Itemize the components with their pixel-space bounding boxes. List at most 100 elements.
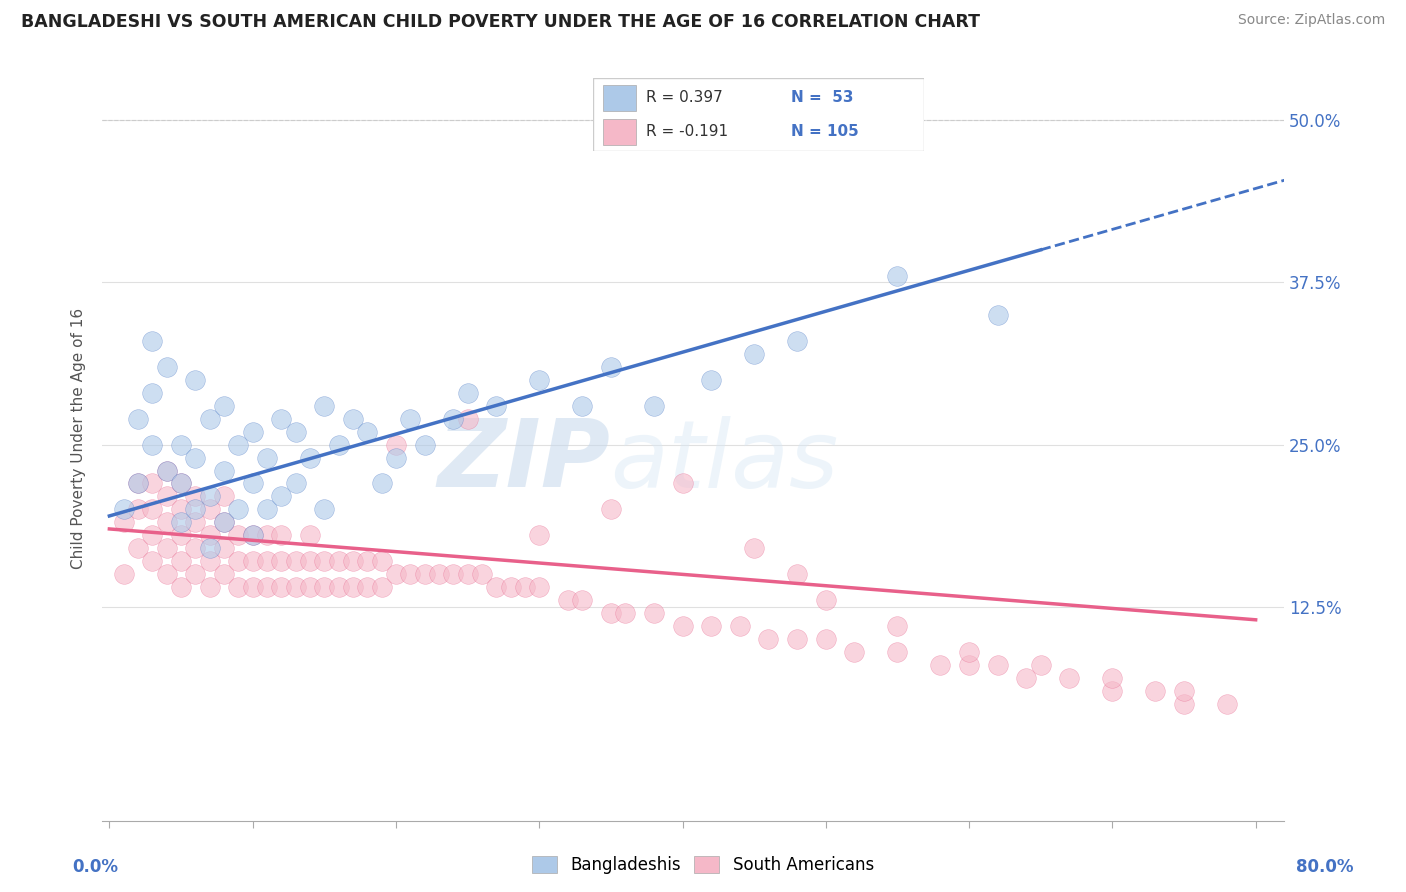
- Point: [112, 516, 135, 530]
- Point: [399, 411, 422, 425]
- Point: [1101, 684, 1123, 698]
- Point: [242, 554, 264, 568]
- Point: [256, 450, 278, 465]
- Legend: Bangladeshis, South Americans: Bangladeshis, South Americans: [527, 851, 879, 880]
- Point: [228, 528, 250, 542]
- Point: [242, 580, 264, 594]
- Point: [557, 593, 579, 607]
- Point: [427, 567, 450, 582]
- Point: [170, 516, 193, 530]
- Point: [141, 554, 163, 568]
- Point: [170, 580, 193, 594]
- Point: [242, 425, 264, 439]
- Point: [987, 658, 1010, 673]
- Point: [457, 411, 479, 425]
- Point: [270, 490, 292, 504]
- Point: [141, 385, 163, 400]
- Point: [170, 528, 193, 542]
- Point: [127, 476, 149, 491]
- Point: [198, 490, 221, 504]
- Point: [170, 476, 193, 491]
- Point: [356, 554, 378, 568]
- Point: [256, 554, 278, 568]
- Point: [298, 528, 321, 542]
- Point: [987, 308, 1010, 322]
- Point: [370, 476, 392, 491]
- Point: [127, 541, 149, 556]
- Point: [270, 411, 292, 425]
- Point: [385, 450, 408, 465]
- Point: [399, 567, 422, 582]
- Point: [529, 580, 551, 594]
- Point: [156, 463, 179, 477]
- Text: 0.0%: 0.0%: [73, 858, 118, 876]
- Point: [156, 490, 179, 504]
- Point: [184, 490, 207, 504]
- Point: [212, 490, 235, 504]
- Point: [270, 580, 292, 594]
- Point: [112, 567, 135, 582]
- Point: [298, 580, 321, 594]
- Point: [742, 541, 765, 556]
- Point: [457, 567, 479, 582]
- Point: [370, 580, 392, 594]
- Point: [141, 528, 163, 542]
- Y-axis label: Child Poverty Under the Age of 16: Child Poverty Under the Age of 16: [72, 308, 86, 568]
- Point: [228, 554, 250, 568]
- Point: [1101, 671, 1123, 685]
- Point: [228, 437, 250, 451]
- Point: [356, 580, 378, 594]
- Point: [328, 437, 350, 451]
- Point: [212, 399, 235, 413]
- Point: [614, 607, 637, 621]
- Point: [844, 645, 866, 659]
- Point: [957, 658, 980, 673]
- Point: [700, 373, 723, 387]
- Point: [212, 516, 235, 530]
- Point: [184, 502, 207, 516]
- Point: [814, 632, 837, 647]
- Point: [198, 502, 221, 516]
- Point: [298, 554, 321, 568]
- Point: [758, 632, 780, 647]
- Point: [156, 359, 179, 374]
- Point: [342, 411, 364, 425]
- Point: [485, 399, 508, 413]
- Point: [671, 476, 693, 491]
- Point: [314, 554, 336, 568]
- Text: Source: ZipAtlas.com: Source: ZipAtlas.com: [1237, 13, 1385, 28]
- Point: [256, 502, 278, 516]
- Point: [385, 567, 408, 582]
- Point: [212, 541, 235, 556]
- Point: [284, 476, 307, 491]
- Point: [184, 450, 207, 465]
- Point: [786, 567, 808, 582]
- Point: [156, 567, 179, 582]
- Text: atlas: atlas: [610, 416, 839, 507]
- Point: [571, 399, 593, 413]
- Point: [256, 580, 278, 594]
- Point: [184, 516, 207, 530]
- Text: BANGLADESHI VS SOUTH AMERICAN CHILD POVERTY UNDER THE AGE OF 16 CORRELATION CHAR: BANGLADESHI VS SOUTH AMERICAN CHILD POVE…: [21, 13, 980, 31]
- Point: [328, 554, 350, 568]
- Point: [370, 554, 392, 568]
- Point: [228, 580, 250, 594]
- Point: [156, 463, 179, 477]
- Point: [1216, 697, 1239, 711]
- Point: [141, 476, 163, 491]
- Point: [314, 399, 336, 413]
- Point: [270, 528, 292, 542]
- Point: [1015, 671, 1038, 685]
- Point: [599, 359, 621, 374]
- Point: [328, 580, 350, 594]
- Point: [1173, 684, 1195, 698]
- Point: [270, 554, 292, 568]
- Point: [198, 541, 221, 556]
- Point: [529, 528, 551, 542]
- Point: [700, 619, 723, 633]
- Point: [529, 373, 551, 387]
- Point: [786, 334, 808, 348]
- Point: [671, 619, 693, 633]
- Point: [242, 476, 264, 491]
- Text: 80.0%: 80.0%: [1296, 858, 1353, 876]
